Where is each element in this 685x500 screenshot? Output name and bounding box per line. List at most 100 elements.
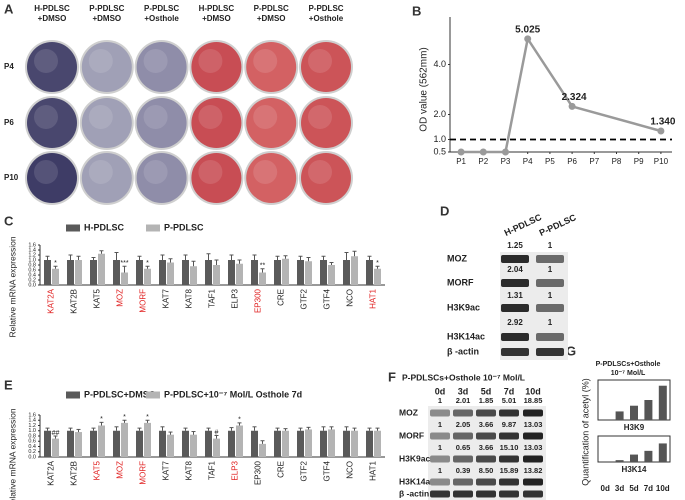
x-tick-label: 0d xyxy=(601,484,610,493)
column-header: H-PDLSC xyxy=(199,4,235,13)
legend-swatch xyxy=(146,391,160,399)
column-header: 0d xyxy=(435,386,446,396)
x-tick-label: KAT7 xyxy=(162,460,171,480)
y-tick-label: 1.6 xyxy=(28,412,36,418)
significance: *** xyxy=(120,260,128,267)
significance: * xyxy=(146,260,149,267)
well-shade xyxy=(34,49,58,73)
value-label: 5.025 xyxy=(515,25,540,36)
band-value: 1.25 xyxy=(507,241,523,250)
bar xyxy=(282,258,289,285)
significance: ## xyxy=(52,430,60,437)
y-tick-label: 1.4 xyxy=(28,247,36,253)
blot-band xyxy=(499,432,519,440)
well-shade xyxy=(143,49,168,73)
blot-band xyxy=(523,490,543,498)
significance: * xyxy=(100,416,103,423)
chart-title: P-PDLSCs+Osthole xyxy=(596,361,661,368)
row-label: β -actin xyxy=(399,488,429,498)
legend-label: H-PDLSC xyxy=(84,222,124,232)
bar xyxy=(630,405,638,420)
band-value: 1.31 xyxy=(507,291,523,300)
row-label: P6 xyxy=(4,118,14,127)
band-value: 2.04 xyxy=(507,265,523,274)
blot-band xyxy=(430,478,450,486)
column-header: P-PDLSC xyxy=(308,4,343,13)
band-value: 2.92 xyxy=(507,318,523,327)
band-value: 1 xyxy=(438,396,442,405)
bar xyxy=(305,429,312,457)
x-tick-label: ELP3 xyxy=(231,460,240,480)
blot-band xyxy=(536,255,564,263)
blot-band xyxy=(501,255,529,263)
bar xyxy=(67,260,74,285)
point xyxy=(568,102,576,110)
well xyxy=(27,153,77,203)
row-label: H3K9ac xyxy=(447,302,480,312)
well xyxy=(191,98,242,148)
well-shade xyxy=(308,160,332,184)
y-axis-label: OD value (562mm) xyxy=(419,47,430,131)
x-tick-label: CRE xyxy=(277,461,286,478)
significance: * xyxy=(54,260,57,267)
blot-band xyxy=(501,348,529,356)
x-tick-label: P5 xyxy=(545,157,555,166)
well-shade xyxy=(308,49,332,73)
bar xyxy=(305,261,312,285)
column-header: P-PDLSC xyxy=(254,4,289,13)
panel-title: P-PDLSCs+Osthole 10⁻⁷ Mol/L xyxy=(402,372,525,382)
y-tick-label: 0.6 xyxy=(28,267,36,273)
bar xyxy=(351,256,358,285)
x-tick-label: GTF4 xyxy=(323,460,332,481)
panel-label: D xyxy=(440,203,449,218)
bar xyxy=(282,430,289,457)
bar xyxy=(98,253,105,285)
x-tick-label: KAT2A xyxy=(47,288,56,313)
y-tick-label: 0.4 xyxy=(28,272,36,278)
band-value: 15.10 xyxy=(500,443,519,452)
well-shade xyxy=(198,160,223,184)
x-tick-label: 10d xyxy=(656,484,670,493)
point xyxy=(657,127,665,135)
significance: * xyxy=(123,414,126,421)
well xyxy=(246,42,297,92)
well xyxy=(191,42,242,92)
panel-label: B xyxy=(412,3,421,18)
x-tick-label: TAF1 xyxy=(208,460,217,480)
bar xyxy=(297,430,304,457)
column-header: H-PDLSC xyxy=(34,4,70,13)
bar xyxy=(121,422,128,457)
band-value: 1 xyxy=(548,318,553,327)
x-tick-label: P8 xyxy=(612,157,622,166)
well xyxy=(81,42,132,92)
bar xyxy=(644,450,653,462)
blot-band xyxy=(499,409,519,417)
blot-band xyxy=(453,432,473,440)
value-label: 1.340 xyxy=(650,117,675,128)
legend-swatch xyxy=(66,391,80,399)
row-label: H3K14ac xyxy=(399,476,435,486)
blot-band xyxy=(476,490,496,498)
blot-band xyxy=(499,490,519,498)
blot-band xyxy=(523,409,543,417)
bar xyxy=(67,430,74,457)
bar xyxy=(52,268,59,285)
x-tick-label: P6 xyxy=(567,157,577,166)
column-header: +DMSO xyxy=(38,14,67,23)
bar xyxy=(615,411,624,420)
well-shade xyxy=(88,105,113,129)
bar xyxy=(113,260,120,285)
bar xyxy=(343,260,350,285)
y-tick-label: 0.8 xyxy=(28,433,36,439)
panel-label: E xyxy=(4,377,13,392)
bar xyxy=(366,260,373,285)
band-value: 1 xyxy=(438,443,442,452)
panel-label: F xyxy=(388,369,396,384)
bar xyxy=(213,265,220,285)
value-label: 2.324 xyxy=(562,92,587,103)
y-tick-label: 1.6 xyxy=(28,242,36,248)
blot-band xyxy=(501,304,529,312)
bar xyxy=(75,432,82,457)
blot-band xyxy=(476,432,496,440)
bar xyxy=(136,260,143,285)
